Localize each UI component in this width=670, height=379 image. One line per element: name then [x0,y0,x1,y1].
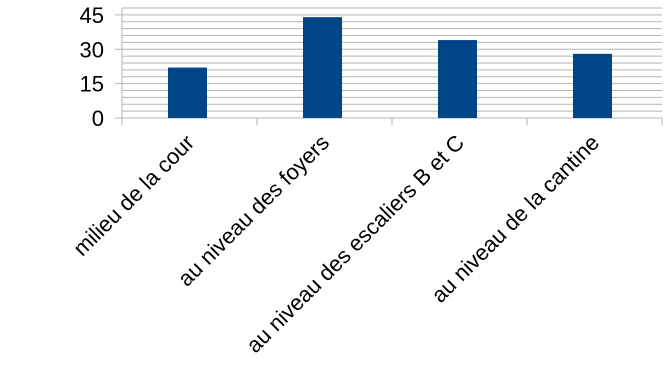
bar [438,40,477,119]
bar [168,67,207,118]
bars [168,17,612,119]
bar [303,17,342,119]
x-category-label: milieu de la cour [68,130,199,261]
x-category-label: au niveau des escaliers B et C [241,130,469,358]
bar [573,53,612,119]
y-tick-label: 30 [80,37,104,62]
axes [115,8,663,125]
y-tick-label: 15 [80,72,104,97]
gridlines [122,7,662,119]
y-tick-labels: 0 15 30 45 [80,3,104,131]
y-tick-label: 0 [92,106,104,131]
y-tick-label: 45 [80,3,104,28]
x-category-label: au niveau des foyers [173,130,334,291]
